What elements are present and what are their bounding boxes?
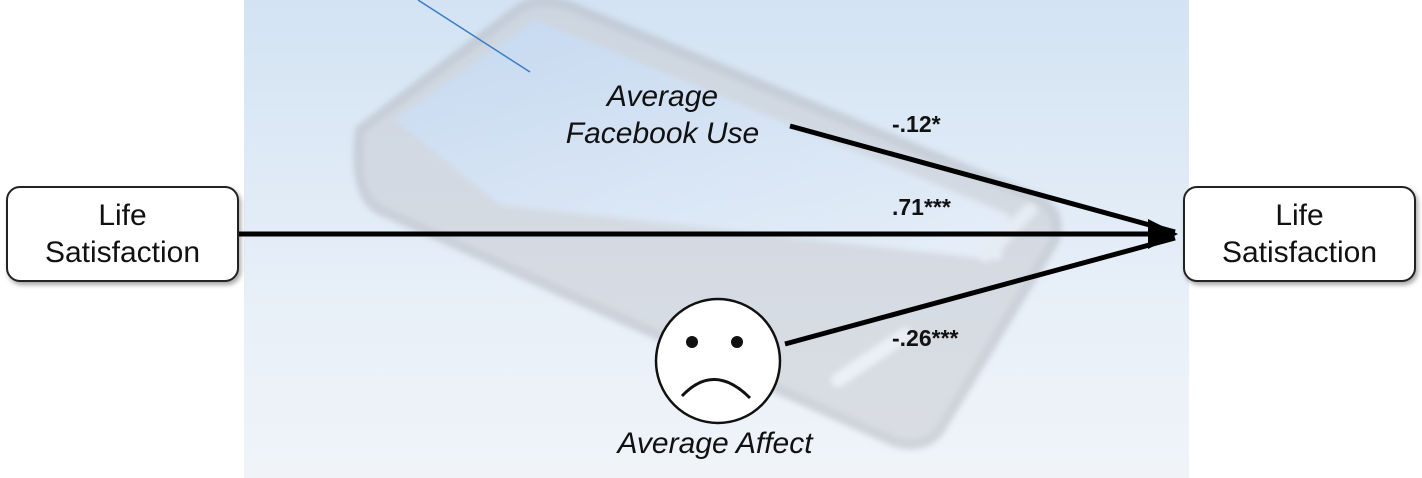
predictor-label-line1: Life	[98, 199, 147, 232]
predictor-life-satisfaction-box: Life Satisfaction	[6, 186, 239, 282]
coefficient-facebook-use: -.12*	[892, 111, 941, 137]
facebook-use-label: Average Facebook Use	[540, 78, 785, 152]
coefficient-affect: -.26***	[892, 325, 959, 351]
outcome-life-satisfaction-box: Life Satisfaction	[1183, 186, 1416, 282]
arrow-affect	[784, 235, 1176, 347]
affect-label: Average Affect	[617, 427, 813, 460]
outcome-label-line1: Life	[1275, 199, 1324, 232]
path-arrows	[239, 123, 1178, 347]
smartphone-watermark	[353, 0, 1062, 450]
facebook-use-label-line2: Facebook Use	[565, 117, 760, 150]
predictor-label-line2: Satisfaction	[44, 236, 201, 269]
facebook-use-label-line1: Average	[606, 80, 719, 113]
pointer-line	[417, 0, 531, 73]
arrow-facebook-use	[789, 123, 1176, 235]
sad-face-icon	[654, 297, 782, 425]
coefficient-life-satisfaction: .71***	[892, 194, 951, 220]
outcome-label-line2: Satisfaction	[1221, 236, 1378, 269]
